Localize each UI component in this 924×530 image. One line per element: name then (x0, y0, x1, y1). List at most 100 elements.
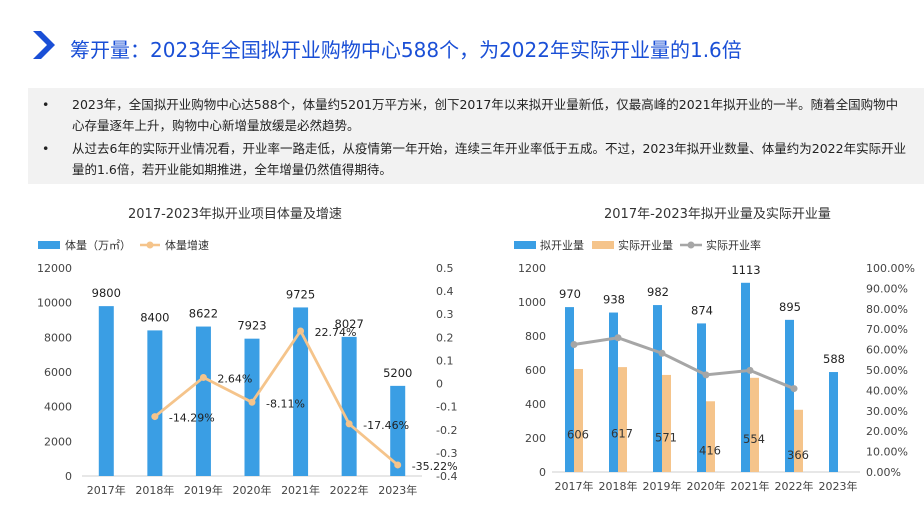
legend-label-growth: 体量增速 (165, 238, 209, 252)
planned-bar (697, 323, 706, 472)
planned-bar-label: 970 (559, 287, 581, 301)
y-right-tick-label: 80.00% (866, 303, 908, 316)
y-right-tick-label: 0.4 (436, 285, 454, 298)
planned-bar-label: 938 (603, 293, 625, 307)
legend-swatch-volume (38, 241, 60, 249)
volume-bar-label: 5200 (383, 366, 412, 380)
y-left-tick-label: 0 (539, 466, 546, 479)
x-tick-label: 2018年 (135, 483, 174, 497)
chart2-title: 2017年-2023年拟开业量及实际开业量 (604, 207, 831, 222)
planned-bar (785, 319, 794, 472)
y-left-tick-label: 200 (525, 432, 546, 445)
bullet-marker: • (42, 141, 50, 156)
rate-point (746, 366, 754, 374)
planned-bar-label: 895 (779, 300, 801, 314)
volume-bar (293, 307, 309, 476)
y-left-tick-label: 4000 (44, 401, 72, 414)
x-tick-label: 2021年 (731, 479, 770, 493)
growth-label: -8.11% (266, 397, 305, 410)
legend-marker-rate (687, 241, 695, 249)
actual-bar-label: 554 (743, 432, 765, 446)
chart2-opening-counts: 拟开业量 实际开业量 实际开业率 0 200 400 600 800 1000 1200 0.00%… (514, 238, 915, 493)
growth-point (394, 461, 402, 469)
volume-bar (98, 306, 114, 476)
y-right-tick-label: 20.00% (866, 425, 908, 438)
growth-point (199, 373, 207, 381)
y-right-tick-label: 90.00% (866, 282, 908, 295)
y-left-tick-label: 800 (525, 330, 546, 343)
growth-point (297, 327, 305, 335)
x-tick-label: 2022年 (775, 479, 814, 493)
planned-bar-label: 1113 (731, 263, 760, 277)
volume-bar (244, 338, 260, 476)
x-tick-label: 2023年 (378, 483, 417, 497)
volume-bar (147, 330, 163, 476)
legend-marker-growth (146, 241, 154, 249)
actual-bar (794, 409, 803, 472)
x-tick-label: 2018年 (599, 479, 638, 493)
x-tick-label: 2021年 (281, 483, 320, 497)
y-right-tick-label: 0.1 (436, 354, 454, 367)
y-right-tick-label: 0.00% (866, 466, 901, 479)
y-left-tick-label: 8000 (44, 331, 72, 344)
y-left-tick-label: 2000 (44, 435, 72, 448)
summary-bullet-2: • 从过去6年的实际开业情况看，开业率一路走低，从疫情第一年开始，连续三年开业率… (42, 138, 910, 180)
actual-bar (618, 367, 627, 472)
actual-bar (750, 377, 759, 472)
chart1-title: 2017-2023年拟开业项目体量及增速 (128, 207, 342, 222)
y-right-tick-label: 60.00% (866, 344, 908, 357)
bullet-marker: • (42, 97, 50, 112)
actual-bar (574, 368, 583, 472)
growth-label: 22.74% (315, 326, 357, 339)
actual-bar-label: 571 (655, 430, 677, 444)
actual-bar-label: 366 (787, 448, 809, 462)
y-left-tick-label: 400 (525, 398, 546, 411)
y-left-tick-label: 0 (65, 470, 72, 483)
y-right-tick-label: -0.4 (436, 470, 457, 483)
y-right-tick-label: 30.00% (866, 405, 908, 418)
planned-bar-label: 874 (691, 303, 713, 317)
x-tick-label: 2023年 (819, 479, 858, 493)
y-right-tick-label: 70.00% (866, 323, 908, 336)
y-left-tick-label: 1000 (518, 296, 546, 309)
x-tick-label: 2020年 (233, 483, 272, 497)
y-left-tick-label: 12000 (37, 262, 72, 275)
legend-label-rate: 实际开业率 (706, 238, 761, 252)
planned-bar (653, 305, 662, 472)
rate-point (658, 349, 666, 357)
title-chevron-icon (33, 31, 55, 59)
actual-bar-label: 606 (567, 427, 589, 441)
bullet-text: 2023年，全国拟开业购物中心达588个，体量约5201万平方米，创下2017年… (72, 97, 899, 133)
actual-bar-label: 617 (611, 427, 633, 441)
summary-panel: • 2023年，全国拟开业购物中心达588个，体量约5201万平方米，创下201… (28, 88, 924, 184)
growth-label: -14.29% (169, 412, 215, 425)
y-right-tick-label: 0.5 (436, 262, 454, 275)
volume-bar-label: 7923 (237, 319, 266, 333)
growth-label: 2.64% (217, 372, 252, 385)
x-tick-label: 2022年 (330, 483, 369, 497)
planned-bar (829, 372, 838, 472)
growth-line (153, 328, 399, 467)
x-tick-label: 2020年 (687, 479, 726, 493)
rate-point (702, 371, 710, 379)
y-right-tick-label: -0.2 (436, 424, 457, 437)
actual-bar (662, 374, 671, 472)
x-tick-label: 2019年 (184, 483, 223, 497)
y-right-tick-label: 0.2 (436, 331, 454, 344)
volume-bar-label: 8027 (335, 317, 364, 331)
volume-bar-label: 8622 (189, 307, 218, 321)
y-right-tick-label: 40.00% (866, 384, 908, 397)
bullet-text: 从过去6年的实际开业情况看，开业率一路走低，从疫情第一年开始，连续三年开业率低于… (72, 141, 907, 177)
volume-bar-label: 9725 (286, 287, 315, 301)
y-right-tick-label: 10.00% (866, 446, 908, 459)
rate-line (573, 336, 795, 390)
page-title: 筹开量：2023年全国拟开业购物中心588个，为2022年实际开业量的1.6倍 (70, 38, 742, 62)
y-left-tick-label: 1200 (518, 262, 546, 275)
summary-bullet-1: • 2023年，全国拟开业购物中心达588个，体量约5201万平方米，创下201… (42, 94, 910, 136)
rate-point (570, 341, 578, 348)
growth-label: -35.22% (412, 460, 458, 473)
y-right-tick-label: -0.3 (436, 447, 457, 460)
growth-point (151, 413, 159, 421)
x-tick-label: 2017年 (555, 479, 594, 493)
chart1-volume-growth: 体量（万㎡） 体量增速 0 2000 4000 6000 8000 10000 12000 -0.… (37, 238, 458, 497)
